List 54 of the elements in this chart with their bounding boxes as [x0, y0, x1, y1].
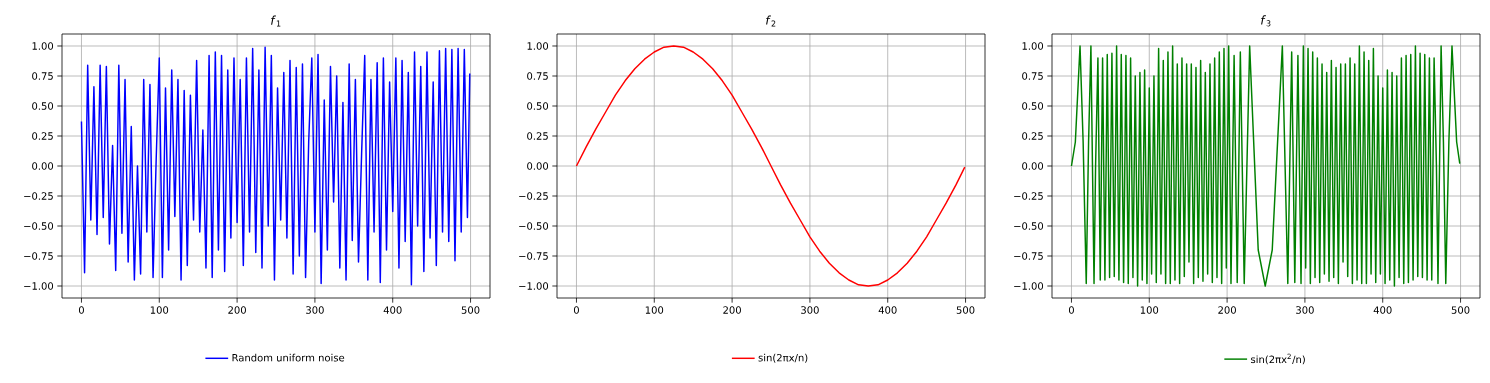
y-tick-label: 1.00: [1022, 42, 1044, 50]
y-tick-label: 0.00: [1022, 162, 1044, 170]
y-tick-label: 0.50: [527, 102, 549, 110]
x-tick-label: 0: [1068, 306, 1074, 314]
x-tick-label: 100: [1140, 306, 1159, 314]
y-tick-label: 0.75: [32, 72, 53, 80]
y-tick-label: −0.25: [24, 192, 53, 200]
y-tick-label: 0.25: [527, 132, 548, 140]
x-tick-label: 300: [801, 306, 819, 314]
x-tick-label: 500: [461, 306, 480, 314]
chart-title: f$_{3}$: [1261, 15, 1271, 27]
x-tick-label: 300: [1296, 306, 1314, 314]
y-tick-label: −0.50: [24, 222, 54, 230]
y-tick-label: −1.00: [24, 282, 54, 290]
y-tick-label: 0.00: [527, 162, 549, 170]
line-series: [80, 46, 471, 286]
y-tick-label: −1.00: [519, 282, 549, 290]
x-tick-label: 100: [150, 306, 169, 314]
y-tick-label: 0.75: [1022, 72, 1043, 80]
y-tick-label: −0.75: [519, 252, 548, 260]
x-tick-label: 100: [645, 306, 664, 314]
line-series: [575, 45, 966, 287]
x-tick-label: 0: [78, 306, 84, 314]
y-tick-label: 0.50: [32, 102, 54, 110]
x-tick-label: 200: [723, 306, 741, 314]
y-tick-label: −0.25: [1014, 192, 1043, 200]
x-tick-label: 500: [1451, 306, 1470, 314]
y-tick-label: −0.25: [519, 192, 548, 200]
y-tick-label: −0.50: [1014, 222, 1044, 230]
legend-label: Random uniform noise: [232, 353, 345, 362]
y-tick-label: 0.25: [32, 132, 53, 140]
x-tick-label: 200: [1218, 306, 1236, 314]
x-tick-label: 200: [228, 306, 246, 314]
x-tick-label: 300: [306, 306, 324, 314]
y-tick-label: −0.75: [1014, 252, 1043, 260]
y-tick-label: 0.25: [1022, 132, 1043, 140]
y-tick-label: 0.00: [32, 162, 54, 170]
y-tick-label: −1.00: [1014, 282, 1044, 290]
x-tick-label: 400: [383, 306, 402, 314]
chart-title: f$_{1}$: [271, 15, 281, 27]
y-tick-label: 1.00: [527, 42, 549, 50]
y-tick-label: 1.00: [32, 42, 54, 50]
x-tick-label: 0: [573, 306, 579, 314]
legend-label: sin(2πx/n): [758, 353, 808, 363]
line-series: [1070, 45, 1461, 287]
x-tick-label: 400: [878, 306, 897, 314]
y-tick-label: −0.50: [519, 222, 549, 230]
x-tick-label: 500: [956, 306, 975, 314]
y-tick-label: −0.75: [24, 252, 53, 260]
x-tick-label: 400: [1373, 306, 1392, 314]
legend-label: sin(2πx$^{2}$/n): [1251, 353, 1305, 365]
y-tick-label: 0.50: [1022, 102, 1044, 110]
chart-title: f$_{2}$: [766, 15, 776, 27]
y-tick-label: 0.75: [527, 72, 548, 80]
